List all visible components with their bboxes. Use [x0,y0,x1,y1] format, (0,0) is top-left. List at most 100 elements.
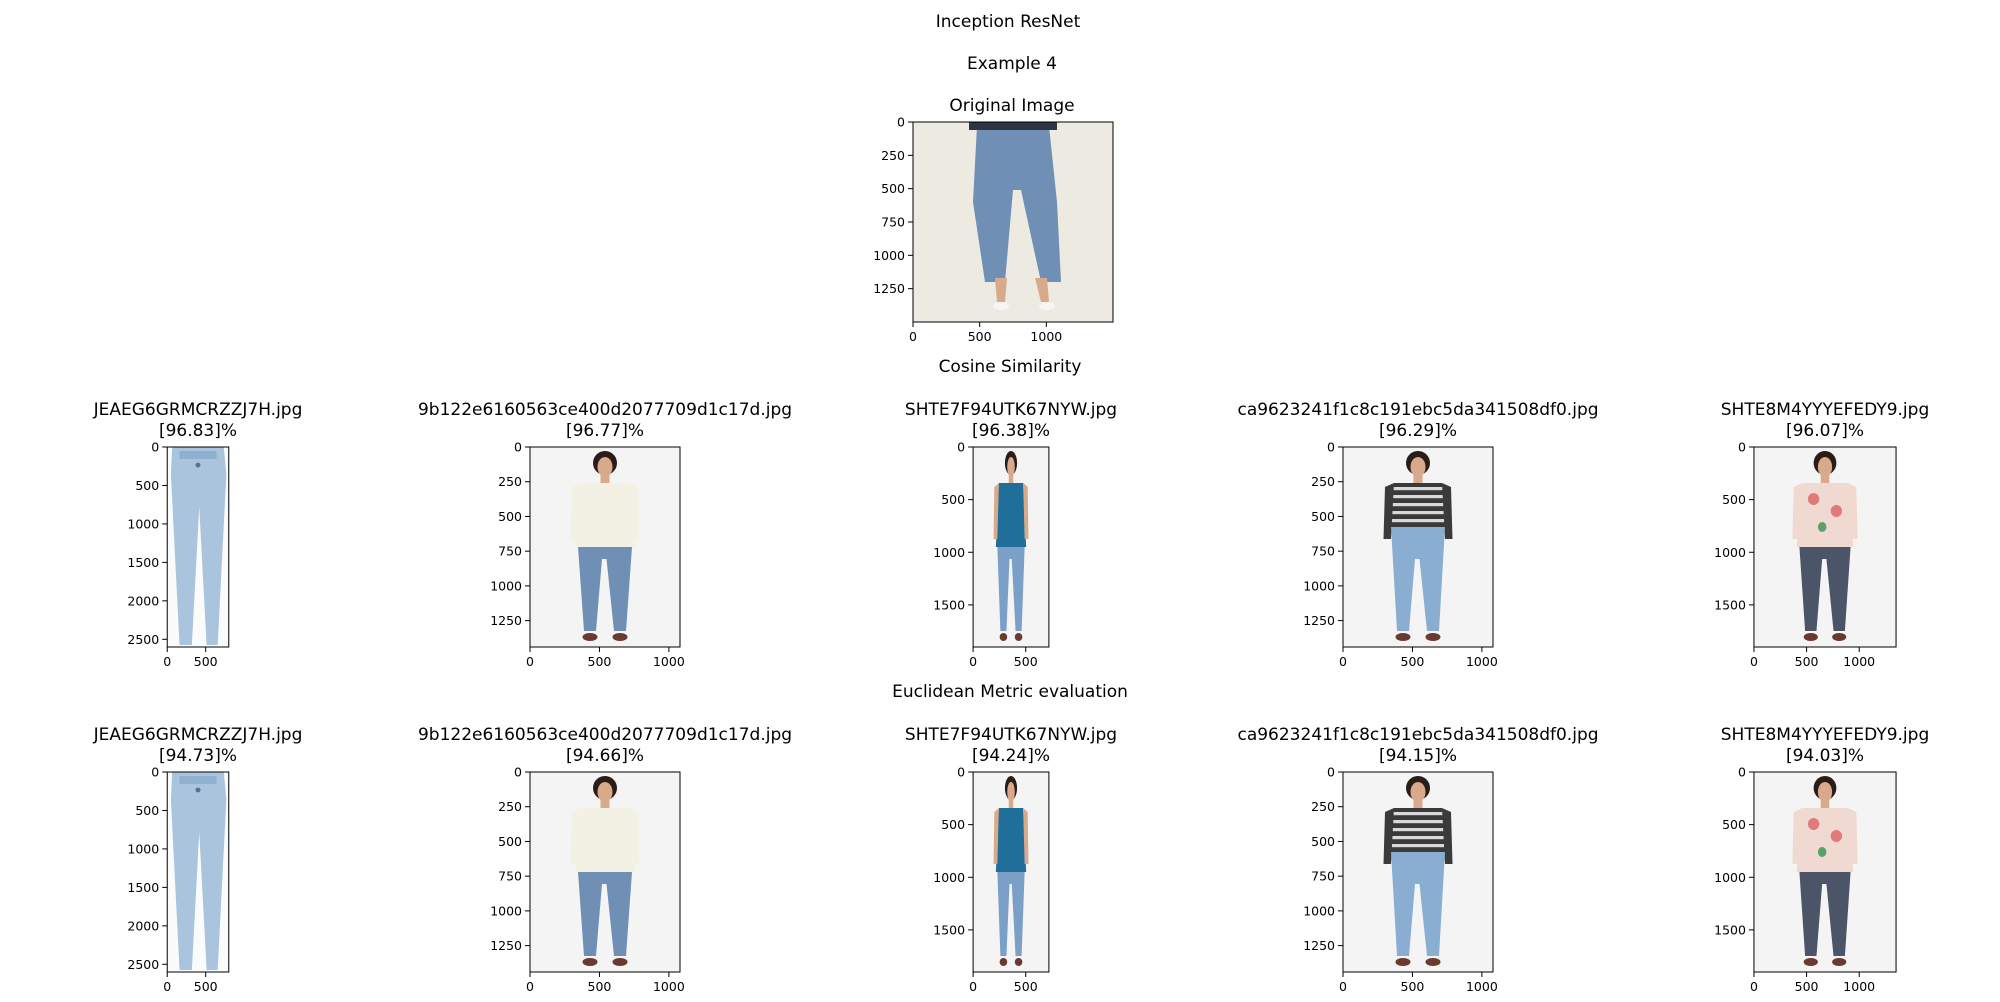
x-tick-label: 500 [1014,979,1038,994]
y-tick-label: 1500 [1714,922,1746,937]
axes-frame [972,446,1050,648]
axes-frame [529,771,681,973]
y-tick-label: 0 [957,440,965,455]
y-tick-label: 1000 [127,516,159,531]
y-tick-label: 500 [498,509,522,524]
y-tick-label: 1500 [127,880,159,895]
result-score: [94.66]% [565,746,645,766]
y-tick-label: 500 [1311,509,1335,524]
euclid-caption-1: JEAEG6GRMCRZZJ7H.jpg [94.73]% [94,725,303,767]
y-tick-label: 750 [498,869,522,884]
x-tick-label: 0 [1750,979,1758,994]
y-tick-label: 0 [1738,765,1746,780]
result-score: [94.15]% [1378,746,1458,766]
y-tick-label: 2500 [127,957,159,972]
result-filename: JEAEG6GRMCRZZJ7H.jpg [93,725,303,745]
y-tick-label: 500 [881,181,905,196]
y-tick-label: 0 [897,115,905,130]
cosine-caption-1: JEAEG6GRMCRZZJ7H.jpg [96.83]% [94,400,303,442]
x-tick-label: 500 [588,654,612,669]
x-tick-label: 500 [1401,979,1425,994]
result-score: [96.29]% [1378,421,1458,441]
y-tick-label: 1250 [1303,613,1335,628]
cosine-section-title: Cosine Similarity [938,357,1082,377]
result-filename: SHTE7F94UTK67NYW.jpg [904,725,1118,745]
y-tick-label: 500 [1311,834,1335,849]
y-tick-label: 1250 [490,938,522,953]
y-tick-label: 500 [941,817,965,832]
cosine-caption-4: ca9623241f1c8c191ebc5da341508df0.jpg [96.… [1237,400,1598,442]
original-image-title: Original Image [949,96,1075,116]
product-photo [1753,772,1897,972]
y-tick-label: 0 [957,765,965,780]
euclid-caption-5: SHTE8M4YYYEFEDY9.jpg [94.03]% [1721,725,1929,767]
y-tick-label: 1000 [1303,903,1335,918]
y-tick-label: 500 [941,492,965,507]
product-photo [1343,447,1493,647]
y-tick-label: 250 [881,148,905,163]
product-photo [530,772,680,972]
result-score: [96.83]% [158,421,238,441]
y-tick-label: 2000 [127,918,159,933]
axes-frame [1342,446,1494,648]
x-tick-label: 500 [1795,979,1819,994]
product-photo [973,772,1049,972]
x-tick-label: 500 [1795,654,1819,669]
axes-frame [1753,771,1897,973]
x-tick-label: 0 [1339,979,1347,994]
result-score: [94.73]% [158,746,238,766]
euclid-caption-4: ca9623241f1c8c191ebc5da341508df0.jpg [94.… [1237,725,1598,767]
y-tick-label: 750 [1311,544,1335,559]
x-tick-label: 0 [163,654,171,669]
cosine-caption-3: SHTE7F94UTK67NYW.jpg [96.38]% [905,400,1117,442]
product-photo [167,772,229,972]
axes-frame [1753,446,1897,648]
y-tick-label: 250 [498,474,522,489]
x-tick-label: 0 [1750,654,1758,669]
x-tick-label: 500 [968,329,992,344]
y-tick-label: 2000 [127,593,159,608]
x-tick-label: 1000 [653,654,685,669]
x-tick-label: 1000 [1466,654,1498,669]
y-tick-label: 250 [1311,799,1335,814]
x-tick-label: 500 [194,654,218,669]
euclid-caption-3: SHTE7F94UTK67NYW.jpg [94.24]% [905,725,1117,767]
y-tick-label: 0 [1327,765,1335,780]
result-filename: ca9623241f1c8c191ebc5da341508df0.jpg [1237,400,1599,420]
x-tick-label: 1000 [1843,979,1875,994]
cosine-caption-2: 9b122e6160563ce400d2077709d1c17d.jpg [96.… [418,400,792,442]
y-tick-label: 1250 [1303,938,1335,953]
y-tick-label: 750 [881,215,905,230]
x-tick-label: 1000 [1466,979,1498,994]
x-tick-label: 500 [1401,654,1425,669]
result-score: [94.03]% [1785,746,1865,766]
y-tick-label: 1500 [127,555,159,570]
y-tick-label: 1500 [933,597,965,612]
y-tick-label: 1000 [490,903,522,918]
y-tick-label: 1500 [1714,597,1746,612]
x-tick-label: 0 [526,979,534,994]
result-filename: JEAEG6GRMCRZZJ7H.jpg [93,400,303,420]
y-tick-label: 1000 [1714,545,1746,560]
x-tick-label: 0 [909,329,917,344]
y-tick-label: 1250 [873,281,905,296]
x-tick-label: 500 [1014,654,1038,669]
result-filename: 9b122e6160563ce400d2077709d1c17d.jpg [417,400,793,420]
result-score: [96.38]% [971,421,1051,441]
y-tick-label: 500 [135,803,159,818]
x-tick-label: 1000 [653,979,685,994]
result-filename: SHTE8M4YYYEFEDY9.jpg [1720,400,1930,420]
axes-frame [972,771,1050,973]
axes-frame [166,771,230,973]
y-tick-label: 750 [1311,869,1335,884]
y-tick-label: 500 [1722,817,1746,832]
result-filename: ca9623241f1c8c191ebc5da341508df0.jpg [1237,725,1599,745]
y-tick-label: 0 [1738,440,1746,455]
product-photo [530,447,680,647]
x-tick-label: 0 [163,979,171,994]
y-tick-label: 1000 [127,841,159,856]
y-tick-label: 1000 [1714,870,1746,885]
result-score: [94.24]% [971,746,1051,766]
axes-frame [529,446,681,648]
y-tick-label: 0 [151,440,159,455]
